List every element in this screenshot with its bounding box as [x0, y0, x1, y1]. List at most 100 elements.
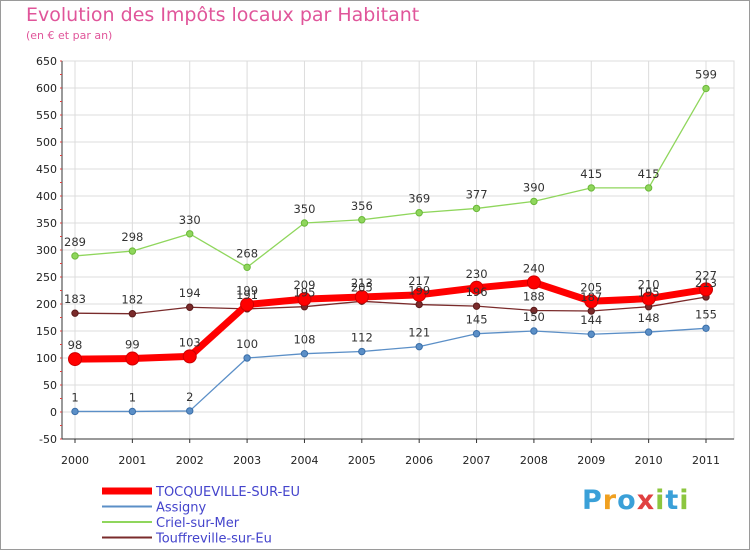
data-label: 599 [695, 68, 717, 82]
data-label: 377 [466, 187, 488, 201]
data-label: 199 [236, 284, 258, 298]
data-label: 99 [125, 338, 140, 352]
data-point [243, 354, 251, 362]
x-tick-label: 2004 [290, 454, 318, 467]
legend-label: TOCQUEVILLE-SUR-EU [155, 485, 300, 500]
data-point [358, 216, 366, 224]
series-tocqueville-sur-eu [68, 275, 713, 367]
data-label: 195 [638, 286, 660, 300]
y-tick-label: 600 [36, 82, 57, 95]
data-label: 227 [695, 268, 717, 282]
x-tick-label: 2010 [635, 454, 663, 467]
data-point [297, 292, 312, 307]
data-label: 108 [293, 333, 315, 347]
data-label: 1 [129, 390, 136, 404]
data-point [584, 294, 599, 309]
data-label: 112 [351, 331, 373, 345]
data-label: 330 [179, 213, 201, 227]
y-tick-label: 300 [36, 244, 57, 257]
x-tick-label: 2011 [692, 454, 720, 467]
data-label: 213 [351, 276, 373, 290]
data-label: 182 [121, 293, 143, 307]
y-tick-label: 400 [36, 190, 57, 203]
data-point [472, 204, 481, 213]
x-tick-label: 2003 [233, 454, 261, 467]
data-label: 144 [580, 313, 602, 327]
data-point [128, 407, 137, 416]
series-assigny [71, 324, 710, 416]
data-point [587, 184, 595, 192]
legend-item-touffreville-sur-eu: Touffreville-sur-Eu [102, 532, 272, 547]
data-point [125, 351, 140, 366]
data-point [186, 303, 194, 311]
x-tick-label: 2005 [348, 454, 376, 467]
legend-label: Criel-sur-Mer [156, 516, 240, 531]
legend-item-criel-sur-mer: Criel-sur-Mer [102, 516, 240, 531]
proxiti-logo: Proxiti [582, 485, 690, 516]
data-point [415, 209, 423, 217]
data-label: 209 [293, 278, 315, 292]
data-point [415, 342, 423, 351]
legend-item-assigny: Assigny [102, 501, 207, 516]
x-tick-label: 2009 [577, 454, 605, 467]
grid [61, 60, 735, 440]
data-point [182, 349, 197, 364]
data-label: 100 [236, 337, 258, 351]
data-label: 210 [638, 278, 660, 292]
data-label: 194 [179, 286, 201, 300]
series-line-touffreville-sur-eu [74, 296, 707, 315]
y-tick-label: 250 [36, 271, 57, 284]
data-point [128, 247, 137, 255]
legend-label: Touffreville-sur-Eu [155, 532, 272, 547]
data-point [71, 407, 79, 416]
series-touffreville-sur-eu [71, 293, 710, 318]
data-label: 240 [523, 261, 545, 275]
data-point [300, 219, 309, 227]
y-tick-label: 200 [36, 298, 57, 311]
data-label: 191 [236, 288, 258, 302]
legend-label: Assigny [156, 501, 207, 516]
data-point [472, 302, 481, 310]
data-label: 350 [293, 202, 315, 216]
x-tick-label: 2002 [176, 454, 204, 467]
data-label: 217 [408, 274, 430, 288]
data-label: 148 [638, 311, 660, 325]
chart-title: Evolution des Impôts locaux par Habitant [26, 4, 420, 26]
data-point [243, 263, 251, 271]
data-label: 213 [695, 276, 717, 290]
data-label: 268 [236, 246, 258, 260]
data-label: 415 [580, 167, 602, 181]
data-label: 187 [580, 290, 602, 304]
labels-touffreville-sur-eu: 183 182 194 191 195 205 199 196 188 187 195 213 [64, 276, 717, 307]
data-label: 390 [523, 180, 545, 194]
x-tick-label: 2000 [61, 454, 89, 467]
data-label: 1 [71, 390, 78, 404]
series-line-tocqueville-sur-eu [74, 278, 707, 363]
data-label: 205 [580, 280, 602, 294]
y-tick-label: 500 [36, 136, 57, 149]
y-tick-label: -50 [39, 433, 57, 446]
data-point [415, 300, 423, 309]
data-point [530, 306, 538, 315]
data-label: 155 [695, 307, 717, 321]
data-point [240, 297, 255, 312]
data-point [358, 347, 366, 356]
legend: TOCQUEVILLE-SUR-EUAssignyCriel-sur-MerTo… [102, 485, 300, 547]
data-label: 205 [351, 280, 373, 294]
data-label: 289 [64, 235, 86, 249]
data-label: 145 [466, 313, 488, 327]
data-point [469, 280, 484, 295]
data-point [300, 349, 309, 358]
data-point [644, 328, 653, 336]
y-tick-label: 550 [36, 109, 57, 122]
y-tick-label: 50 [43, 379, 57, 392]
series-criel-sur-mer [71, 84, 710, 271]
y-tick-label: 350 [36, 217, 57, 230]
data-point [354, 289, 369, 304]
x-tick-label: 2008 [520, 454, 548, 467]
x-tick-label: 2001 [118, 454, 146, 467]
